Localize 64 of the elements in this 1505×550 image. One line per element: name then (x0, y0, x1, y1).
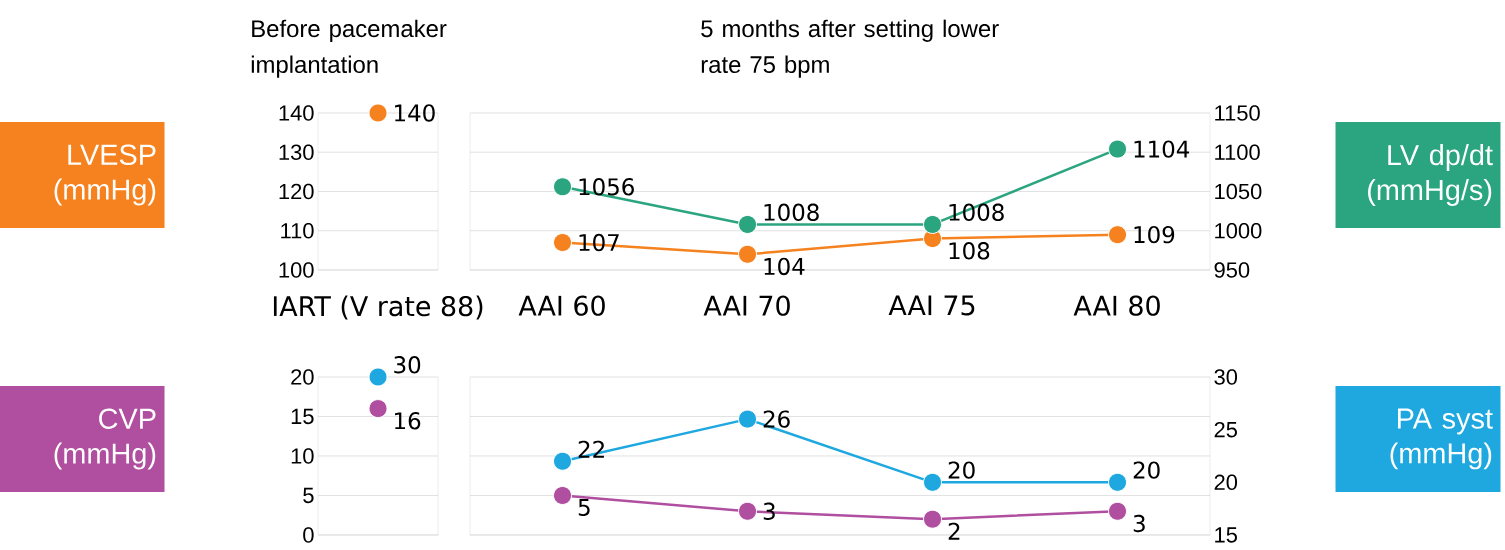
data-label: 26 (763, 410, 790, 428)
y2-tick-label: 1150 (1215, 105, 1260, 121)
y2-tick-label: 15 (1215, 527, 1237, 543)
y-tick-label: 100 (279, 262, 314, 278)
y2-axis-title: LV dp/dt (mmHg/s) (1368, 144, 1493, 206)
y2-axis-title: PA syst (mmHg) (1390, 408, 1493, 470)
y-axis-title: LVESP (mmHg) (54, 144, 156, 206)
point (1108, 225, 1128, 245)
y-tick-label: 140 (279, 105, 314, 121)
y-axis-title: CVP (mmHg) (54, 408, 156, 470)
point (1108, 472, 1128, 492)
data-label: 108 (949, 242, 990, 260)
point (368, 367, 388, 387)
point (923, 214, 943, 234)
data-label: 140 (395, 104, 435, 122)
point (553, 233, 573, 253)
point (738, 244, 758, 264)
y-tick-label: 120 (279, 183, 314, 200)
point (923, 509, 943, 529)
x-tick-label: AAI 60 (518, 295, 605, 316)
y2-tick-label: 1050 (1215, 183, 1262, 200)
x-tick-label: AAI 75 (888, 295, 975, 316)
y-tick-label: 5 (303, 487, 314, 504)
data-label: 1104 (1134, 140, 1190, 158)
y-tick-label: 130 (279, 144, 314, 160)
data-label: 22 (578, 440, 604, 458)
x-tick-label: AAI 70 (703, 295, 790, 316)
point (738, 409, 758, 429)
text: 5 months after setting lower rate 75 bpm (701, 19, 999, 78)
data-label: 20 (1133, 461, 1160, 479)
data-label: 5 (578, 499, 590, 517)
point (1108, 139, 1128, 159)
data-label: 16 (395, 412, 421, 430)
y-tick-label: 110 (281, 222, 314, 239)
point (553, 451, 573, 471)
y2-tick-label: 20 (1214, 474, 1238, 491)
data-label: 30 (394, 356, 421, 374)
y2-tick-label: 1000 (1215, 222, 1262, 239)
data-label: 3 (1133, 514, 1145, 533)
y-tick-label: 15 (291, 408, 314, 425)
point (553, 485, 573, 505)
data-label: 20 (948, 461, 975, 479)
point (923, 472, 943, 492)
point (738, 214, 758, 234)
point (553, 177, 573, 197)
data-label: 1008 (764, 203, 819, 221)
y-tick-label: 0 (303, 527, 314, 543)
y2-tick-label: 950 (1214, 262, 1250, 278)
text: Before pacemaker implantation (251, 19, 447, 78)
y2-tick-label: 25 (1214, 421, 1237, 438)
x-tick-label: AAI 80 (1073, 295, 1160, 316)
y-tick-label: 20 (291, 369, 314, 385)
y2-tick-label: 1100 (1215, 144, 1260, 160)
data-label: 2 (948, 522, 960, 540)
point (738, 501, 758, 521)
point (368, 103, 388, 123)
data-label: 104 (764, 257, 805, 276)
y2-tick-label: 30 (1214, 369, 1238, 385)
point (1108, 501, 1128, 521)
point (368, 399, 388, 419)
data-label: 109 (1134, 225, 1175, 244)
y-tick-label: 10 (291, 448, 314, 464)
data-label: 1056 (579, 178, 634, 196)
x-tick-label: IART (V rate 88) (273, 295, 483, 320)
